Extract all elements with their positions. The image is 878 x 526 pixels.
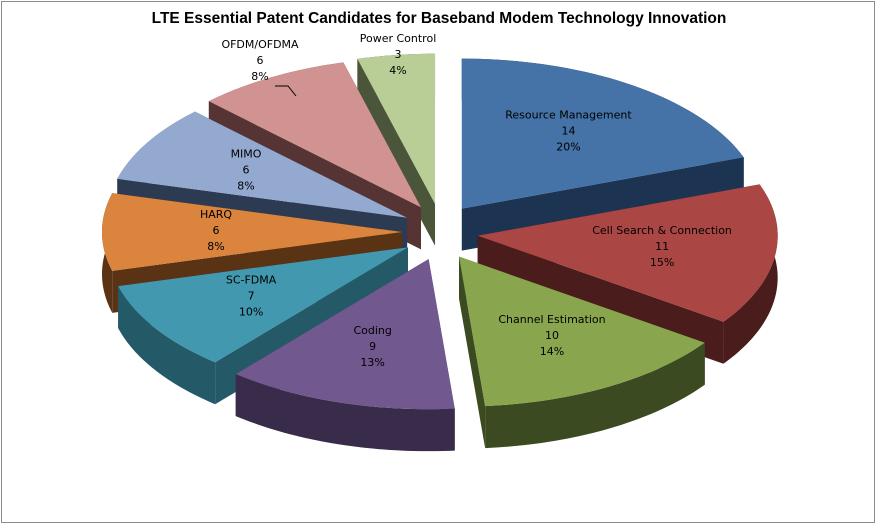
data-label-value: 6 bbox=[257, 54, 264, 67]
data-label-value: 11 bbox=[655, 240, 669, 253]
data-label-value: 6 bbox=[213, 224, 220, 237]
data-label-percent: 4% bbox=[389, 64, 406, 77]
data-label-label: Coding bbox=[353, 324, 391, 337]
data-label-percent: 8% bbox=[207, 240, 224, 253]
data-label-label: Channel Estimation bbox=[498, 313, 605, 326]
data-label-value: 10 bbox=[545, 329, 559, 342]
data-label-percent: 8% bbox=[251, 70, 268, 83]
data-label-percent: 14% bbox=[540, 345, 564, 358]
data-label-label: Power Control bbox=[360, 32, 437, 45]
data-label-label: OFDM/OFDMA bbox=[221, 38, 299, 51]
data-label-label: HARQ bbox=[200, 208, 232, 221]
data-label-percent: 13% bbox=[360, 356, 384, 369]
data-label-label: Cell Search & Connection bbox=[592, 224, 732, 237]
data-label-label: Resource Management bbox=[505, 108, 632, 121]
data-label-label: MIMO bbox=[231, 147, 262, 160]
data-label-value: 3 bbox=[395, 48, 402, 61]
data-label-percent: 8% bbox=[237, 179, 254, 192]
data-label-percent: 10% bbox=[239, 305, 263, 318]
data-label-value: 6 bbox=[243, 163, 250, 176]
data-label-percent: 20% bbox=[556, 140, 580, 153]
data-label-value: 7 bbox=[248, 289, 255, 302]
data-label-value: 9 bbox=[369, 340, 376, 353]
data-label-percent: 15% bbox=[650, 256, 674, 269]
data-label-value: 14 bbox=[561, 124, 575, 137]
data-label-label: SC-FDMA bbox=[226, 273, 277, 286]
